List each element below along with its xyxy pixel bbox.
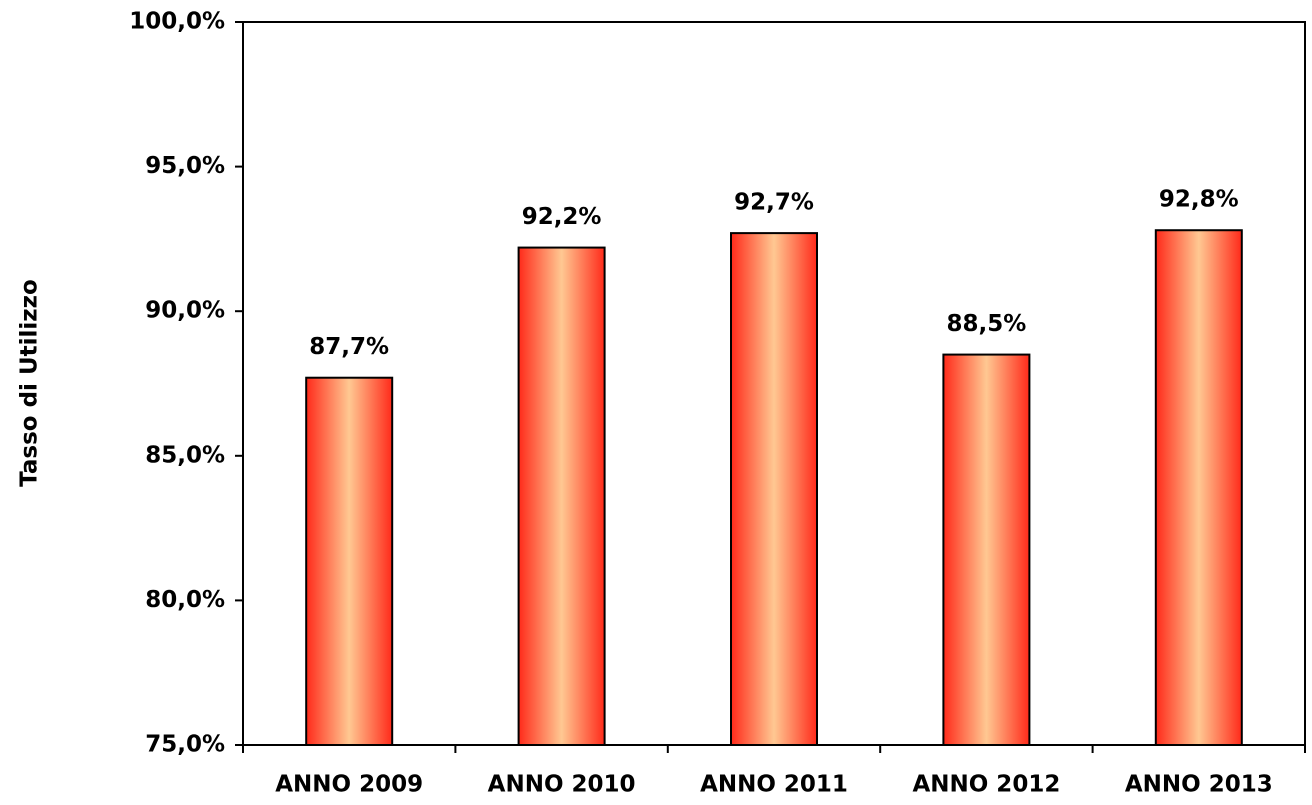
- value-label: 92,7%: [734, 190, 814, 216]
- y-tick-label: 80,0%: [145, 587, 225, 613]
- bar: [305, 376, 394, 746]
- value-label: 92,8%: [1159, 187, 1239, 213]
- x-tick-label: ANNO 2011: [700, 772, 848, 798]
- y-axis-label: Tasso di Utilizzo: [17, 279, 43, 487]
- value-label: 87,7%: [309, 334, 389, 360]
- bar: [1154, 229, 1243, 746]
- y-tick-label: 90,0%: [145, 298, 225, 324]
- x-tick-label: ANNO 2012: [912, 772, 1060, 798]
- y-tick-label: 100,0%: [129, 9, 225, 35]
- bar: [730, 232, 818, 746]
- y-tick-label: 85,0%: [145, 442, 225, 468]
- x-tick-label: ANNO 2013: [1125, 772, 1273, 798]
- x-tick-label: ANNO 2009: [275, 772, 423, 798]
- x-tick-label: ANNO 2010: [488, 772, 636, 798]
- value-label: 88,5%: [947, 311, 1027, 337]
- y-tick-label: 95,0%: [145, 153, 225, 179]
- y-tick-label: 75,0%: [145, 732, 225, 758]
- bar: [517, 246, 606, 747]
- bar: [942, 353, 1031, 746]
- value-label: 92,2%: [522, 204, 602, 230]
